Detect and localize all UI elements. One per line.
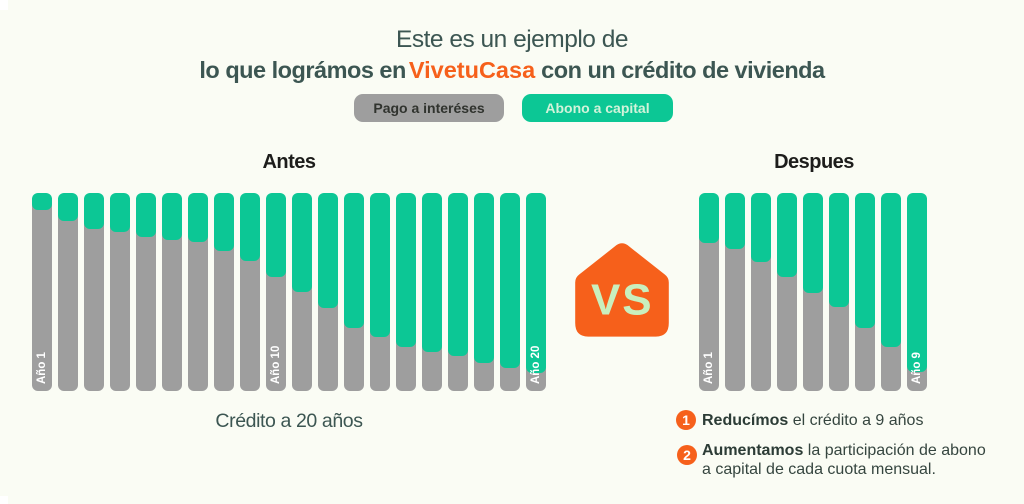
svg-text:VS: VS — [591, 276, 654, 325]
